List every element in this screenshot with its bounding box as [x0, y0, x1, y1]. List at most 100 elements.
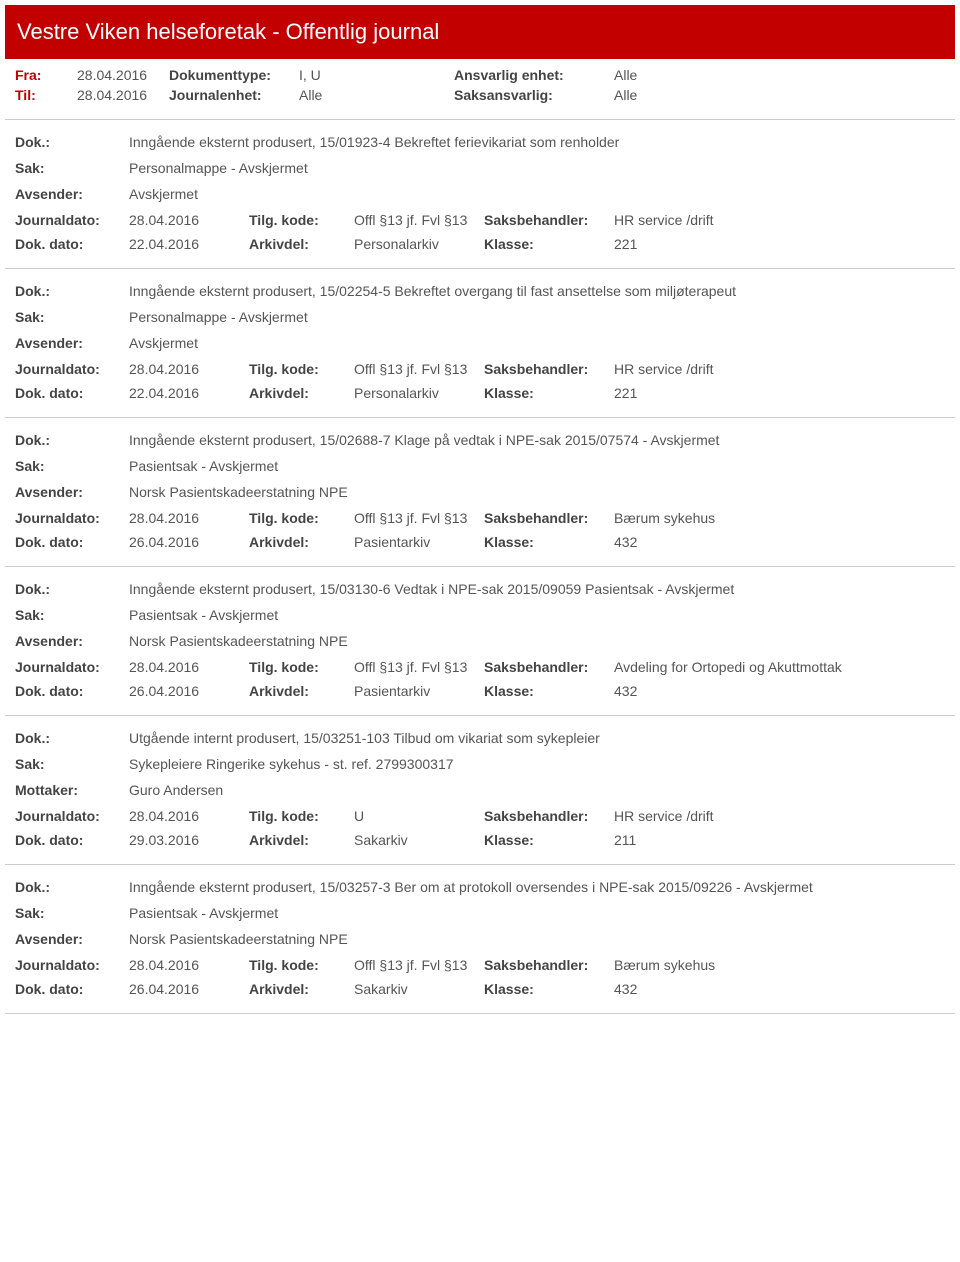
tilgkode-label: Tilg. kode:: [249, 659, 354, 675]
fra-label: Fra:: [15, 67, 77, 83]
journalenhet-value: Alle: [299, 87, 454, 103]
arkivdel-label: Arkivdel:: [249, 832, 354, 848]
dok-row: Dok.:Inngående eksternt produsert, 15/02…: [15, 432, 945, 448]
dokdato-label: Dok. dato:: [15, 683, 129, 699]
sak-value: Pasientsak - Avskjermet: [129, 458, 278, 474]
dok-label: Dok.:: [15, 730, 129, 746]
saksbehandler-label: Saksbehandler:: [484, 212, 614, 228]
page-title: Vestre Viken helseforetak - Offentlig jo…: [17, 19, 439, 44]
journaldato-value: 28.04.2016: [129, 659, 249, 675]
saksbehandler-label: Saksbehandler:: [484, 510, 614, 526]
journaldato-label: Journaldato:: [15, 212, 129, 228]
meta-row-1: Journaldato:28.04.2016Tilg. kode:Offl §1…: [15, 957, 945, 973]
dok-value: Utgående internt produsert, 15/03251-103…: [129, 730, 600, 746]
entries-container: Dok.:Inngående eksternt produsert, 15/01…: [0, 120, 960, 1014]
journaldato-label: Journaldato:: [15, 808, 129, 824]
sak-value: Personalmappe - Avskjermet: [129, 309, 308, 325]
filter-row-1: Fra: 28.04.2016 Dokumenttype: I, U Ansva…: [15, 67, 945, 83]
arkivdel-value: Sakarkiv: [354, 981, 484, 997]
tilgkode-value: Offl §13 jf. Fvl §13: [354, 510, 484, 526]
klasse-label: Klasse:: [484, 385, 614, 401]
dok-row: Dok.:Inngående eksternt produsert, 15/03…: [15, 879, 945, 895]
saksbehandler-value: HR service /drift: [614, 212, 945, 228]
dokdato-value: 26.04.2016: [129, 683, 249, 699]
party-label: Avsender:: [15, 633, 129, 649]
ansvarlig-value: Alle: [614, 67, 637, 83]
meta-row-2: Dok. dato:22.04.2016Arkivdel:Personalark…: [15, 236, 945, 252]
meta-row-1: Journaldato:28.04.2016Tilg. kode:Offl §1…: [15, 659, 945, 675]
sak-row: Sak:Personalmappe - Avskjermet: [15, 309, 945, 325]
klasse-label: Klasse:: [484, 832, 614, 848]
party-row: Avsender:Norsk Pasientskadeerstatning NP…: [15, 931, 945, 947]
dok-row: Dok.:Inngående eksternt produsert, 15/02…: [15, 283, 945, 299]
journaldato-value: 28.04.2016: [129, 361, 249, 377]
dok-row: Dok.:Inngående eksternt produsert, 15/01…: [15, 134, 945, 150]
saksansvarlig-value: Alle: [614, 87, 637, 103]
dok-label: Dok.:: [15, 432, 129, 448]
klasse-value: 432: [614, 534, 945, 550]
page-title-band: Vestre Viken helseforetak - Offentlig jo…: [5, 5, 955, 59]
journaldato-value: 28.04.2016: [129, 957, 249, 973]
party-value: Avskjermet: [129, 335, 198, 351]
arkivdel-label: Arkivdel:: [249, 236, 354, 252]
saksbehandler-label: Saksbehandler:: [484, 659, 614, 675]
dok-value: Inngående eksternt produsert, 15/01923-4…: [129, 134, 619, 150]
dok-label: Dok.:: [15, 134, 129, 150]
klasse-label: Klasse:: [484, 981, 614, 997]
klasse-value: 221: [614, 385, 945, 401]
arkivdel-label: Arkivdel:: [249, 981, 354, 997]
tilgkode-value: Offl §13 jf. Fvl §13: [354, 361, 484, 377]
sak-row: Sak:Pasientsak - Avskjermet: [15, 905, 945, 921]
arkivdel-value: Personalarkiv: [354, 236, 484, 252]
journaldato-value: 28.04.2016: [129, 808, 249, 824]
journalenhet-label: Journalenhet:: [169, 87, 299, 103]
sak-value: Sykepleiere Ringerike sykehus - st. ref.…: [129, 756, 454, 772]
dokdato-label: Dok. dato:: [15, 981, 129, 997]
sak-row: Sak:Pasientsak - Avskjermet: [15, 607, 945, 623]
party-value: Norsk Pasientskadeerstatning NPE: [129, 931, 348, 947]
party-value: Norsk Pasientskadeerstatning NPE: [129, 484, 348, 500]
dok-label: Dok.:: [15, 581, 129, 597]
arkivdel-value: Pasientarkiv: [354, 534, 484, 550]
meta-row-2: Dok. dato:22.04.2016Arkivdel:Personalark…: [15, 385, 945, 401]
doktype-value: I, U: [299, 67, 454, 83]
meta-row-1: Journaldato:28.04.2016Tilg. kode:Offl §1…: [15, 510, 945, 526]
tilgkode-value: U: [354, 808, 484, 824]
arkivdel-value: Sakarkiv: [354, 832, 484, 848]
journal-entry: Dok.:Inngående eksternt produsert, 15/03…: [5, 567, 955, 715]
dok-label: Dok.:: [15, 879, 129, 895]
meta-row-2: Dok. dato:26.04.2016Arkivdel:SakarkivKla…: [15, 981, 945, 997]
saksbehandler-value: HR service /drift: [614, 808, 945, 824]
party-label: Avsender:: [15, 484, 129, 500]
saksbehandler-value: Avdeling for Ortopedi og Akuttmottak: [614, 659, 945, 675]
dok-value: Inngående eksternt produsert, 15/02254-5…: [129, 283, 736, 299]
saksbehandler-value: Bærum sykehus: [614, 957, 945, 973]
dokdato-value: 22.04.2016: [129, 385, 249, 401]
tilgkode-value: Offl §13 jf. Fvl §13: [354, 957, 484, 973]
journal-entry: Dok.:Inngående eksternt produsert, 15/01…: [5, 120, 955, 268]
party-value: Avskjermet: [129, 186, 198, 202]
dokdato-label: Dok. dato:: [15, 236, 129, 252]
filter-block: Fra: 28.04.2016 Dokumenttype: I, U Ansva…: [5, 59, 955, 119]
party-label: Avsender:: [15, 186, 129, 202]
dok-value: Inngående eksternt produsert, 15/02688-7…: [129, 432, 719, 448]
dokdato-label: Dok. dato:: [15, 385, 129, 401]
journal-entry: Dok.:Utgående internt produsert, 15/0325…: [5, 716, 955, 864]
klasse-value: 432: [614, 683, 945, 699]
party-label: Avsender:: [15, 931, 129, 947]
fra-value: 28.04.2016: [77, 67, 169, 83]
arkivdel-label: Arkivdel:: [249, 534, 354, 550]
journaldato-label: Journaldato:: [15, 361, 129, 377]
journal-entry: Dok.:Inngående eksternt produsert, 15/02…: [5, 269, 955, 417]
journal-entry: Dok.:Inngående eksternt produsert, 15/03…: [5, 865, 955, 1013]
sak-value: Personalmappe - Avskjermet: [129, 160, 308, 176]
party-label: Avsender:: [15, 335, 129, 351]
arkivdel-value: Personalarkiv: [354, 385, 484, 401]
saksbehandler-label: Saksbehandler:: [484, 361, 614, 377]
party-row: Avsender:Avskjermet: [15, 335, 945, 351]
tilgkode-value: Offl §13 jf. Fvl §13: [354, 212, 484, 228]
meta-row-2: Dok. dato:26.04.2016Arkivdel:Pasientarki…: [15, 683, 945, 699]
sak-row: Sak:Sykepleiere Ringerike sykehus - st. …: [15, 756, 945, 772]
tilgkode-label: Tilg. kode:: [249, 510, 354, 526]
meta-row-2: Dok. dato:26.04.2016Arkivdel:Pasientarki…: [15, 534, 945, 550]
